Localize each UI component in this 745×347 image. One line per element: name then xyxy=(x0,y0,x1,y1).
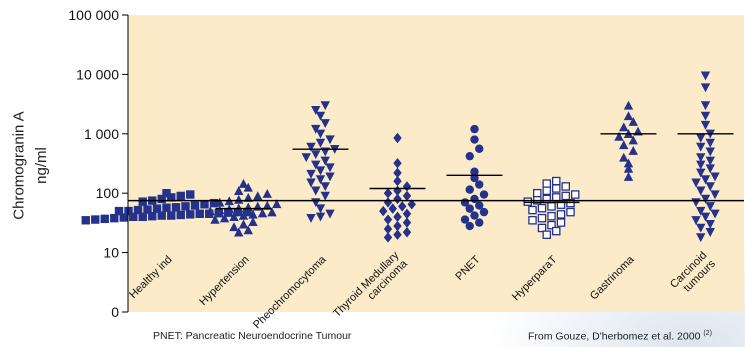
y-tick-label: 100 xyxy=(96,185,120,201)
data-point xyxy=(470,211,478,219)
y-tick-label: 0 xyxy=(111,304,119,320)
data-point xyxy=(191,201,199,209)
footnote-source-ref: (2) xyxy=(703,330,712,337)
data-point xyxy=(177,211,185,219)
data-point xyxy=(177,192,185,200)
data-point xyxy=(548,203,555,210)
data-point xyxy=(538,215,545,222)
data-point xyxy=(120,213,128,221)
data-point xyxy=(466,152,474,160)
data-point xyxy=(529,206,536,213)
data-point xyxy=(110,214,118,222)
data-point xyxy=(139,213,147,221)
data-point xyxy=(543,231,550,238)
data-point xyxy=(562,192,569,199)
footnote-pnet: PNET: Pancreatic Neuroendocrine Tumour xyxy=(153,330,351,342)
data-point xyxy=(529,217,536,224)
data-point xyxy=(475,218,483,226)
data-point xyxy=(162,204,170,212)
footnote-source-text: From Gouze, D'herbomez et al. 2000 xyxy=(528,331,700,343)
data-point xyxy=(167,211,175,219)
y-tick-label: 10 000 xyxy=(76,66,119,82)
y-tick-label: 1 000 xyxy=(84,126,119,142)
y-tick-label: 100 000 xyxy=(68,7,119,23)
data-point xyxy=(475,145,483,153)
data-point xyxy=(466,222,474,230)
data-point xyxy=(543,180,550,187)
data-point xyxy=(186,210,194,218)
data-point xyxy=(82,216,90,224)
data-point xyxy=(553,185,560,192)
plot-area xyxy=(128,15,744,312)
data-point xyxy=(466,185,474,193)
data-point xyxy=(470,125,478,133)
data-point xyxy=(129,213,137,221)
data-point xyxy=(553,228,560,235)
data-point xyxy=(172,203,180,211)
data-point xyxy=(553,177,560,184)
data-point xyxy=(186,190,194,198)
data-point xyxy=(158,211,166,219)
data-point xyxy=(524,198,531,205)
data-point xyxy=(534,190,541,197)
data-point xyxy=(101,215,109,223)
data-point xyxy=(148,212,156,220)
data-point xyxy=(139,197,147,205)
y-axis-label-line1: Chromogranin A xyxy=(11,111,28,219)
data-point xyxy=(548,213,555,220)
data-point xyxy=(567,209,574,216)
data-point xyxy=(91,215,99,223)
data-point xyxy=(480,208,488,216)
data-point xyxy=(196,210,204,218)
footnote-source: From Gouze, D'herbomez et al. 2000 (2) xyxy=(528,330,712,343)
data-point xyxy=(557,211,564,218)
data-point xyxy=(158,195,166,203)
y-tick-label: 10 xyxy=(103,245,119,261)
data-point xyxy=(572,191,579,198)
data-point xyxy=(557,219,564,226)
data-point xyxy=(181,202,189,210)
data-point xyxy=(480,190,488,198)
data-point xyxy=(466,204,474,212)
data-point xyxy=(538,205,545,212)
data-point xyxy=(562,183,569,190)
data-point xyxy=(470,135,478,143)
y-axis-label-line2: ng/ml xyxy=(32,147,49,184)
data-point xyxy=(543,187,550,194)
data-point xyxy=(475,180,483,188)
data-point xyxy=(543,195,550,202)
